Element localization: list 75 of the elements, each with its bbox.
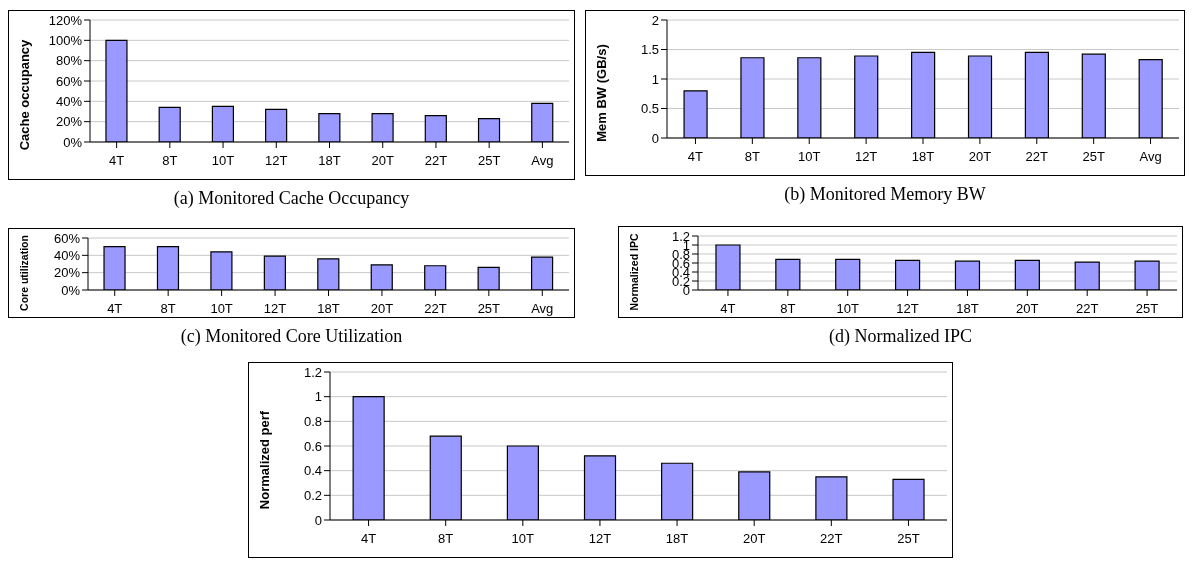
y-axis-title: Cache occupancy <box>16 38 32 151</box>
text: (a) Monitored Cache Occupancy <box>172 188 411 209</box>
y-tick-label: 0% <box>63 134 83 150</box>
x-tick-label: 4T <box>360 531 377 547</box>
y-axis-title: Normalized IPC <box>628 233 640 311</box>
y-tick-label: 120% <box>48 12 83 28</box>
x-tick-label: 4T <box>107 301 123 317</box>
y-tick-label: 100% <box>48 32 83 48</box>
y-tick-label: 1.5 <box>640 42 659 58</box>
x-tick-label: Avg <box>531 153 554 169</box>
y-tick-label: 0.4 <box>303 463 322 479</box>
y-tick-label: 0% <box>61 282 81 298</box>
y-tick-label: 1 <box>651 71 659 87</box>
x-tick-label: 20T <box>968 149 992 165</box>
x-tick-label: 10T <box>511 531 535 547</box>
x-tick-label: 18T <box>318 153 341 169</box>
y-tick-label: 2 <box>651 12 659 28</box>
x-tick-label: 8T <box>780 301 796 317</box>
text: (c) Monitored Core Utilization <box>179 326 404 347</box>
y-tick-label: 20% <box>53 265 81 281</box>
x-tick-label: 18T <box>665 531 689 547</box>
x-tick-label: 22T <box>820 531 843 547</box>
x-tick-label: 20T <box>1016 301 1039 317</box>
x-tick-label: 22T <box>424 301 447 317</box>
x-tick-label: 18T <box>911 149 935 165</box>
x-tick-label: 20T <box>370 301 394 317</box>
text: (b) Monitored Memory BW <box>783 184 987 205</box>
y-tick-label: 1.2 <box>303 364 322 380</box>
x-tick-label: 12T <box>854 149 878 165</box>
y-axis-title: Mem BW (GB/s) <box>593 44 609 142</box>
x-tick-label: 25T <box>477 153 501 169</box>
x-tick-label: 10T <box>798 149 821 165</box>
x-tick-label: 25T <box>477 301 501 317</box>
y-tick-label: 40% <box>55 93 83 109</box>
y-tick-label: 0.2 <box>303 487 322 503</box>
x-tick-label: 12T <box>263 301 287 317</box>
y-tick-label: 0.6 <box>303 438 322 454</box>
text: (d) Normalized IPC <box>828 326 973 347</box>
x-tick-label: 12T <box>896 301 919 317</box>
x-tick-label: 8T <box>438 531 454 547</box>
y-tick-label: 1 <box>314 389 322 405</box>
y-axis-title: Core utilization <box>18 235 30 311</box>
x-tick-label: Avg <box>531 301 554 317</box>
y-tick-label: 60% <box>55 73 83 89</box>
x-tick-label: 4T <box>720 301 736 317</box>
y-tick-label: 60% <box>53 230 81 246</box>
x-tick-label: 4T <box>109 153 125 169</box>
x-tick-label: Avg <box>1139 149 1162 165</box>
x-tick-label: 25T <box>897 531 920 547</box>
y-tick-label: 0.5 <box>640 101 659 117</box>
x-tick-label: 22T <box>1025 149 1049 165</box>
x-tick-label: 22T <box>1075 301 1099 317</box>
x-tick-label: 18T <box>317 301 340 317</box>
x-tick-label: 20T <box>371 153 394 169</box>
x-tick-label: 4T <box>687 149 704 165</box>
x-tick-label: 10T <box>836 301 859 317</box>
x-tick-label: 8T <box>744 149 760 165</box>
x-tick-label: 8T <box>160 301 176 317</box>
x-tick-label: 20T <box>742 531 766 547</box>
y-tick-label: 0 <box>651 130 659 146</box>
x-tick-label: 10T <box>210 301 233 317</box>
x-tick-label: 12T <box>588 531 612 547</box>
x-tick-label: 10T <box>211 153 235 169</box>
x-tick-label: 25T <box>1082 149 1105 165</box>
y-tick-label: 80% <box>55 53 83 69</box>
x-tick-label: 18T <box>956 301 979 317</box>
x-tick-label: 25T <box>1135 301 1159 317</box>
y-tick-label: 40% <box>53 247 81 263</box>
y-axis-title: Normalized perf <box>256 410 272 510</box>
y-tick-label: 0.8 <box>303 413 322 429</box>
x-tick-label: 22T <box>424 153 448 169</box>
x-tick-label: 8T <box>162 153 178 169</box>
y-tick-label: 20% <box>55 114 83 130</box>
x-tick-label: 12T <box>265 153 288 169</box>
y-tick-label: 0 <box>314 512 322 528</box>
